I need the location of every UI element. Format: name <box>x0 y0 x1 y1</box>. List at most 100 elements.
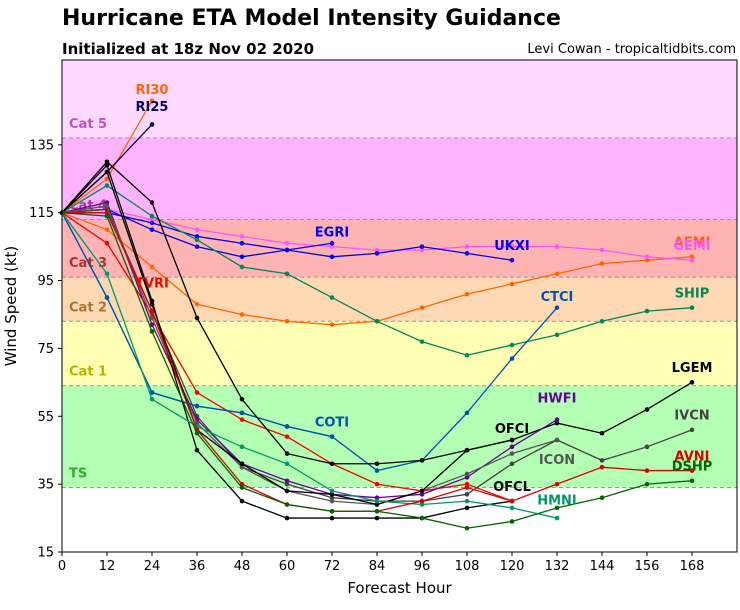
data-point <box>509 505 515 511</box>
data-point <box>419 488 425 494</box>
y-tick-label: 35 <box>37 478 54 493</box>
model-label-egri: EGRI <box>315 225 349 240</box>
data-point <box>599 261 605 266</box>
model-label-aemi: AEMI <box>674 236 711 251</box>
data-point <box>239 417 245 422</box>
model-label-dshp: DSHP <box>672 460 713 475</box>
data-point <box>194 315 200 321</box>
data-point <box>194 227 200 232</box>
model-label-ofcl: OFCL <box>493 480 531 495</box>
data-point <box>104 200 110 205</box>
data-point <box>194 237 200 243</box>
data-point <box>644 254 650 260</box>
series-line <box>61 201 558 499</box>
data-point <box>284 451 290 456</box>
data-point <box>149 397 155 402</box>
data-point <box>509 257 515 263</box>
data-point <box>509 498 515 504</box>
data-point <box>599 318 605 324</box>
credit-text: Levi Cowan - tropicaltidbits.com <box>527 42 736 57</box>
data-point <box>554 417 560 422</box>
category-label: Cat 3 <box>69 256 107 271</box>
band-cat-3 <box>62 219 737 278</box>
chart-title: Hurricane ETA Model Intensity Guidance <box>62 6 561 31</box>
data-point <box>329 434 335 439</box>
data-point <box>644 308 650 314</box>
data-point <box>419 244 425 249</box>
data-point <box>284 318 290 324</box>
data-point <box>194 390 200 395</box>
data-point <box>104 183 110 188</box>
data-point <box>239 498 245 504</box>
data-point <box>329 461 335 467</box>
data-point <box>374 251 380 256</box>
data-point <box>374 502 380 507</box>
data-point <box>464 505 470 511</box>
data-point <box>554 244 560 249</box>
data-point <box>329 508 335 514</box>
data-point <box>509 356 515 361</box>
data-point <box>284 515 290 521</box>
band-cat-4 <box>62 138 737 220</box>
data-point <box>464 492 470 497</box>
model-label-ukxi: UKXI <box>494 239 530 254</box>
data-point <box>374 318 380 324</box>
x-tick-label: 168 <box>680 559 705 574</box>
data-point <box>149 308 155 314</box>
y-tick-label: 15 <box>37 546 54 561</box>
data-point <box>194 403 200 409</box>
model-label-lgem: LGEM <box>672 361 713 376</box>
model-label-ivcn: IVCN <box>674 409 709 424</box>
data-point <box>599 458 605 463</box>
data-point <box>689 305 695 310</box>
data-point <box>419 339 425 344</box>
data-point <box>599 430 605 436</box>
data-point <box>194 430 200 436</box>
x-tick-label: 84 <box>369 559 386 574</box>
data-point <box>149 217 155 222</box>
category-label: Cat 5 <box>69 117 107 132</box>
data-point <box>239 240 245 246</box>
data-point <box>329 295 335 300</box>
category-label: Cat 2 <box>69 300 107 315</box>
data-point <box>644 407 650 412</box>
data-point <box>464 475 470 480</box>
data-point <box>419 502 425 507</box>
data-point <box>464 498 470 504</box>
data-point <box>194 420 200 426</box>
data-point <box>554 505 560 511</box>
data-point <box>239 461 245 467</box>
x-tick-label: 108 <box>455 559 480 574</box>
data-point <box>194 447 200 453</box>
data-point <box>689 427 695 433</box>
data-point <box>329 492 335 497</box>
data-point <box>554 515 560 521</box>
data-point <box>554 420 560 426</box>
y-tick-label: 55 <box>37 410 54 425</box>
data-point <box>464 410 470 416</box>
plot-frame <box>61 59 738 553</box>
model-label-ri25: RI25 <box>136 100 169 115</box>
chart-axes: 0 12 24 36 48 60 72 84 96 108 120 132 144 156 168 15 35 5… <box>29 59 738 574</box>
data-point <box>239 264 245 270</box>
data-point <box>104 176 110 182</box>
data-point <box>374 481 380 487</box>
data-point <box>104 240 110 246</box>
data-point <box>419 515 425 521</box>
data-point <box>554 481 560 487</box>
data-point <box>374 495 380 501</box>
data-point <box>149 390 155 395</box>
model-label-ri30: RI30 <box>136 83 169 98</box>
data-point <box>104 159 110 165</box>
x-tick-label: 60 <box>279 559 296 574</box>
y-tick-label: 95 <box>37 274 54 289</box>
data-point <box>149 220 155 226</box>
data-point <box>419 458 425 463</box>
data-point <box>509 342 515 348</box>
data-point <box>644 444 650 450</box>
data-point <box>644 257 650 263</box>
data-point <box>599 247 605 253</box>
data-point <box>149 227 155 232</box>
data-point <box>104 210 110 215</box>
data-point <box>149 122 155 127</box>
